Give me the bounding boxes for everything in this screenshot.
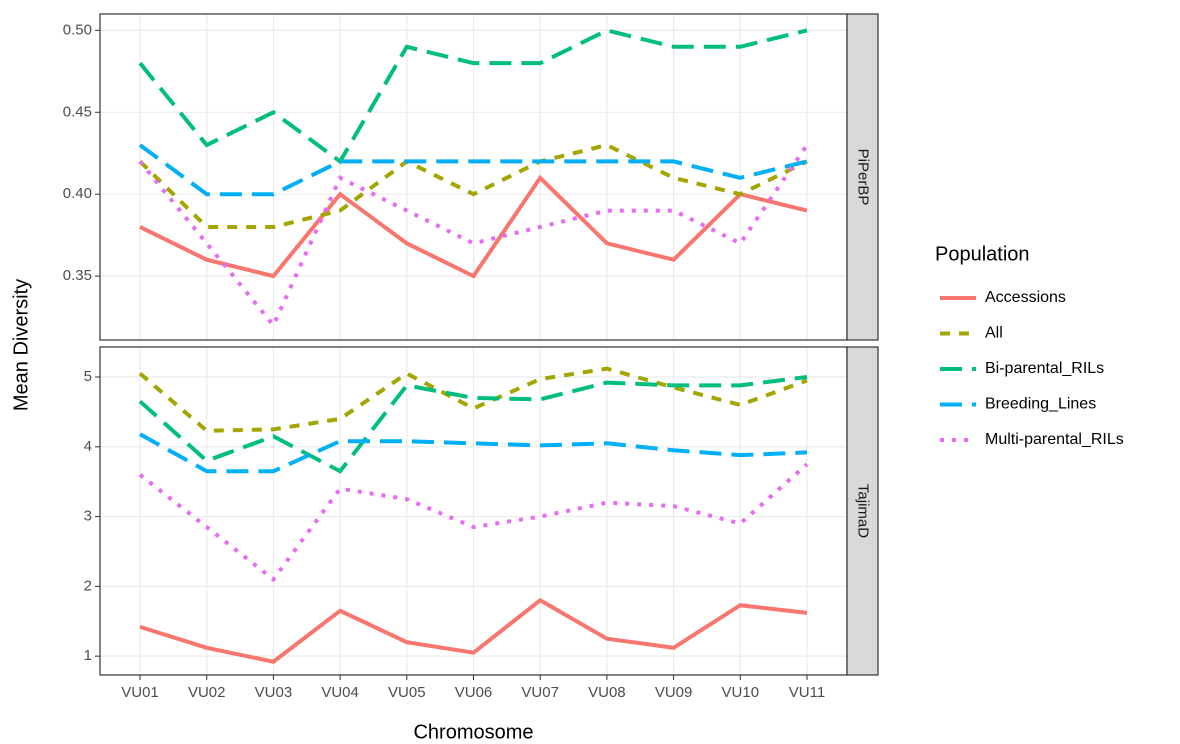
x-axis-title: Chromosome [413,721,533,743]
y-tick-label: 0.50 [63,21,92,38]
y-tick-label: 4 [84,438,92,455]
x-tick-label: VU04 [321,684,359,701]
line-series [138,375,808,474]
line-series [138,462,809,583]
legend-label: Bi-parental_RILs [985,360,1104,377]
y-tick-label: 1 [84,647,92,664]
facet-label: TajimaD [855,484,872,538]
y-tick-label: 0.35 [63,267,92,284]
legend-label: Accessions [985,289,1066,306]
x-tick-label: VU08 [588,684,626,701]
line-series [139,597,808,664]
x-tick-label: VU02 [188,684,226,701]
y-tick-label: 5 [84,368,92,385]
line-series [138,28,808,165]
line-series [139,174,808,279]
y-axis-title: Mean Diversity [10,279,32,411]
line-series [138,143,808,197]
y-tick-label: 0.45 [63,103,92,120]
facet-strip [846,13,879,341]
x-tick-label: VU03 [255,684,293,701]
legend-label: Breeding_Lines [985,396,1096,413]
x-tick-label: VU01 [121,684,159,701]
x-tick-label: VU05 [388,684,426,701]
y-tick-label: 0.40 [63,185,92,202]
line-series [138,142,808,229]
x-tick-label: VU10 [722,684,760,701]
facet-strip [846,346,879,676]
legend-label: All [985,325,1003,342]
legend-label: Multi-parental_RILs [985,431,1124,448]
x-tick-label: VU07 [521,684,559,701]
legend-title: Population [935,243,1030,265]
x-tick-label: VU11 [789,684,825,701]
x-tick-label: VU06 [455,684,493,701]
y-tick-label: 3 [84,508,92,525]
y-tick-label: 2 [84,577,92,594]
x-tick-label: VU09 [655,684,693,701]
facet-label: PiPerBP [855,149,872,206]
line-series [138,366,808,433]
